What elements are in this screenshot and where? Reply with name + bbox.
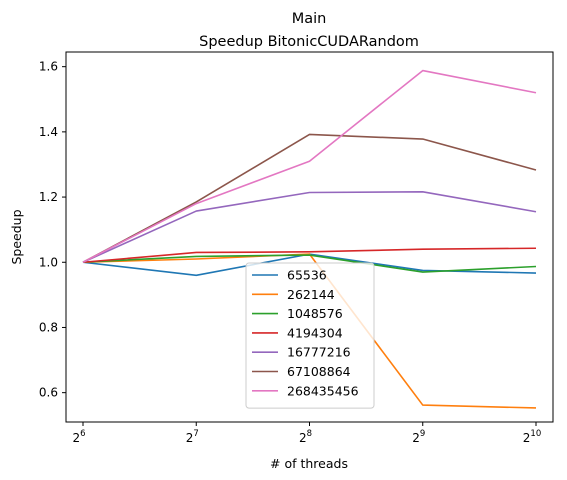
chart-title: Main [292, 11, 327, 27]
legend-label-67108864: 67108864 [287, 364, 351, 379]
y-tick-label: 1.2 [39, 190, 58, 204]
x-tick-label: 26 [72, 429, 85, 445]
legend-label-1048576: 1048576 [287, 306, 343, 321]
series-line-262144 [82, 253, 537, 409]
legend-label-16777216: 16777216 [287, 345, 351, 360]
x-tick-label: 27 [186, 429, 199, 445]
series-line-268435456 [82, 69, 537, 263]
x-tick-label: 28 [299, 429, 312, 445]
y-tick-label: 1.4 [39, 125, 58, 139]
series-line-67108864 [82, 133, 537, 263]
legend: 65536 262144 1048576 4194304 16777216 6710886… [245, 262, 375, 409]
x-axis-label: # of threads [270, 456, 348, 471]
legend-label-268435456: 268435456 [287, 383, 359, 398]
y-tick-label: 1.6 [39, 60, 58, 74]
series-line-16777216 [82, 191, 537, 263]
y-tick-label: 0.8 [39, 320, 58, 334]
y-axis-label: Speedup [9, 209, 24, 264]
y-tick-label: 0.6 [39, 386, 58, 400]
plot-frame [65, 51, 554, 423]
plot-lines [82, 69, 537, 409]
chart-subtitle: Speedup BitonicCUDARandom [199, 34, 419, 50]
x-tick-label: 29 [412, 429, 425, 445]
legend-label-65536: 65536 [287, 268, 327, 283]
x-axis-ticks: 26 27 28 29 210 [72, 422, 541, 445]
legend-label-262144: 262144 [287, 287, 335, 302]
series-line-1048576 [82, 254, 537, 273]
y-tick-label: 1.0 [39, 255, 58, 269]
x-tick-label: 210 [523, 429, 541, 445]
legend-label-4194304: 4194304 [287, 325, 343, 340]
series-line-4194304 [82, 247, 537, 264]
y-axis-ticks: 0.6 0.8 1.0 1.2 1.4 1.6 [39, 60, 66, 400]
